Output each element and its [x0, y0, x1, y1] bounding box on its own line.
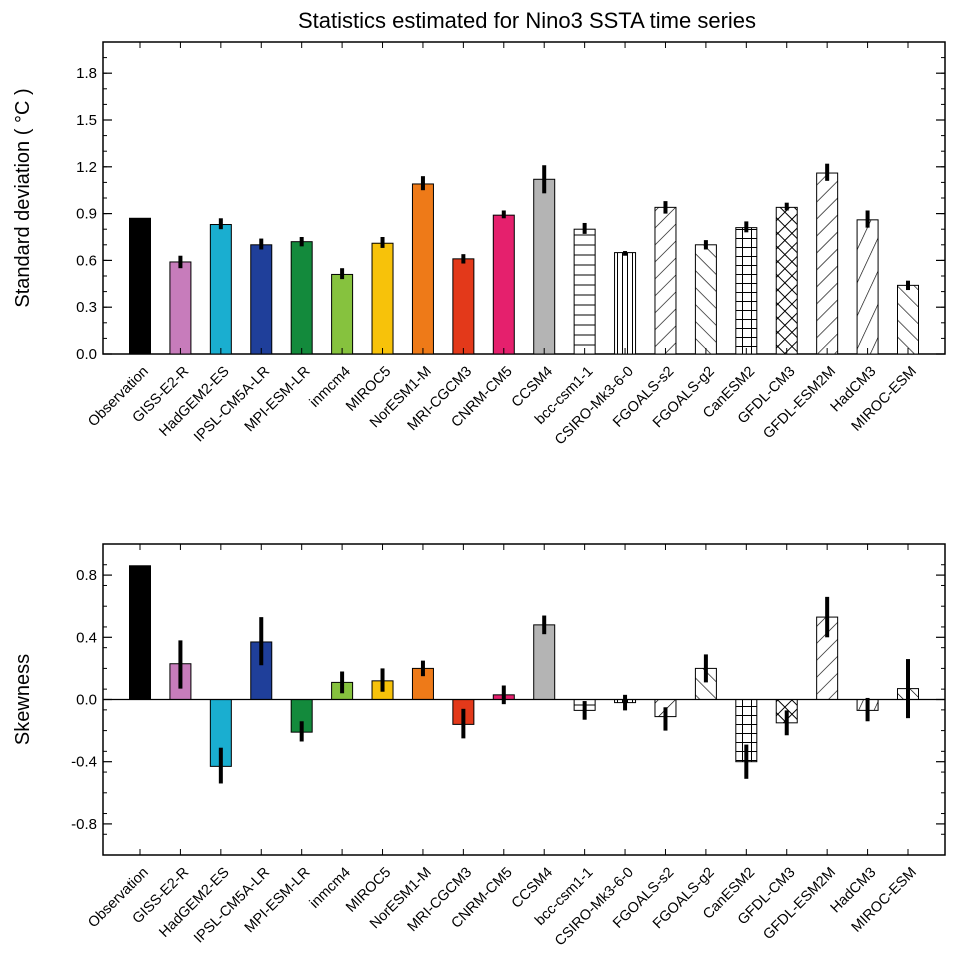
bar-mpi-esm-lr: [290, 241, 313, 355]
bar-csiro-mk3-6-0: [614, 252, 637, 355]
bar-miroc5: [371, 242, 394, 355]
bar-canesm2: [735, 227, 758, 355]
y-tick-label: 0.9: [76, 206, 97, 223]
y-tick-label: 0.3: [76, 299, 97, 316]
x-tick-label: GFDL-ESM2M: [760, 865, 839, 944]
bar-inmcm4: [331, 273, 354, 355]
bar-giss-e2-r: [169, 261, 192, 355]
y-tick-label: 1.5: [76, 112, 97, 129]
y-tick-label: 0.4: [76, 629, 97, 646]
y-tick-label: 1.2: [76, 159, 97, 176]
y-tick-label: 0.0: [76, 692, 97, 709]
x-tick-label: GFDL-ESM2M: [760, 364, 839, 443]
bar-observation: [129, 565, 151, 701]
bar-hadgem2-es: [209, 224, 232, 355]
bar-cnrm-cm5: [492, 214, 515, 355]
bar-gfdl-esm2m: [816, 172, 839, 355]
y-tick-label: 0.6: [76, 252, 97, 269]
y-tick-label: -0.4: [71, 754, 97, 771]
bar-noresm1-m: [411, 183, 434, 355]
bar-miroc-esm: [897, 284, 919, 355]
y-axis-label: Skewness: [12, 654, 34, 745]
bar-observation: [129, 217, 151, 355]
y-axis-label: Standard deviation ( °C ): [12, 88, 34, 307]
bar-fgoals-s2: [654, 206, 677, 355]
bar-mri-cgcm3: [452, 258, 475, 355]
skewness-panel: -0.8-0.40.00.40.8SkewnessObservationGISS…: [12, 543, 946, 949]
std-dev-panel: 0.0 0.3 0.6 0.9 1.2 1.5 1.8 Standard deviation …: [12, 41, 946, 448]
figure-title: Statistics estimated for Nino3 SSTA time…: [298, 8, 756, 33]
bar-hadcm3: [856, 219, 879, 355]
x-tick-label: HadGEM2-ES: [156, 865, 232, 941]
y-tick-label: 0.0: [76, 346, 97, 363]
bar-gfdl-cm3: [775, 206, 798, 355]
y-tick-label: -0.8: [71, 816, 97, 833]
bar-ipsl-cm5a-lr: [250, 244, 273, 355]
x-tick-label: HadGEM2-ES: [156, 364, 232, 440]
y-tick-label: 0.8: [76, 567, 97, 584]
bar-fgoals-g2: [694, 244, 717, 355]
bar-ccsm4: [533, 178, 556, 355]
y-tick-label: 1.8: [76, 65, 97, 82]
bar-bcc-csm1-1: [573, 228, 596, 355]
bar-ccsm4: [533, 624, 556, 700]
